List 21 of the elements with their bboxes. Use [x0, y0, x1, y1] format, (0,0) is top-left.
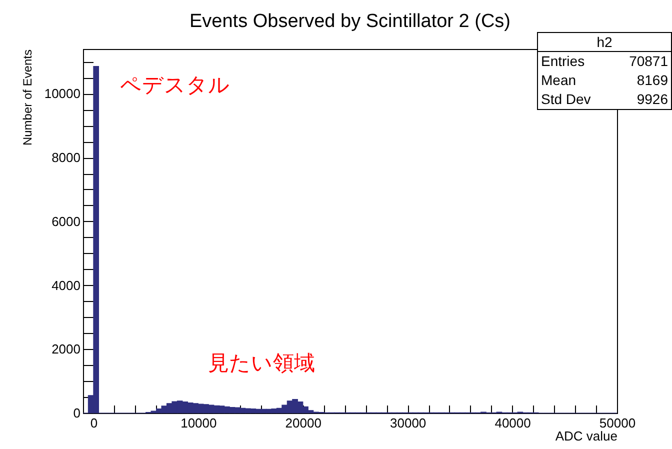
x-tick-label: 50000	[599, 416, 636, 430]
annotation: 見たい領域	[208, 351, 315, 375]
x-tick-label: 20000	[285, 416, 322, 430]
y-axis-title: Number of Events	[20, 50, 34, 146]
x-tick-label: 30000	[390, 416, 426, 430]
annotation: ペデスタル	[120, 73, 230, 97]
x-tick-label: 0	[90, 416, 98, 430]
y-tick-label: 2000	[52, 342, 80, 357]
text: Std Dev 9926	[541, 91, 668, 107]
annotation: h2	[538, 33, 671, 52]
y-tick-label: 6000	[52, 214, 80, 229]
text: Entries 70871	[541, 53, 668, 69]
x-axis-title: ADC value	[555, 428, 618, 444]
y-tick-label: 0	[73, 406, 80, 420]
x-tick-label: 10000	[180, 416, 217, 430]
y-tick-label: 4000	[52, 278, 80, 293]
chart-title: Events Observed by Scintillator 2 (Cs)	[189, 11, 511, 32]
text: Mean 8169	[541, 72, 668, 88]
y-tick-label: 10000	[44, 86, 80, 102]
x-tick-label: 40000	[494, 416, 531, 430]
y-tick-label: 8000	[52, 150, 80, 166]
